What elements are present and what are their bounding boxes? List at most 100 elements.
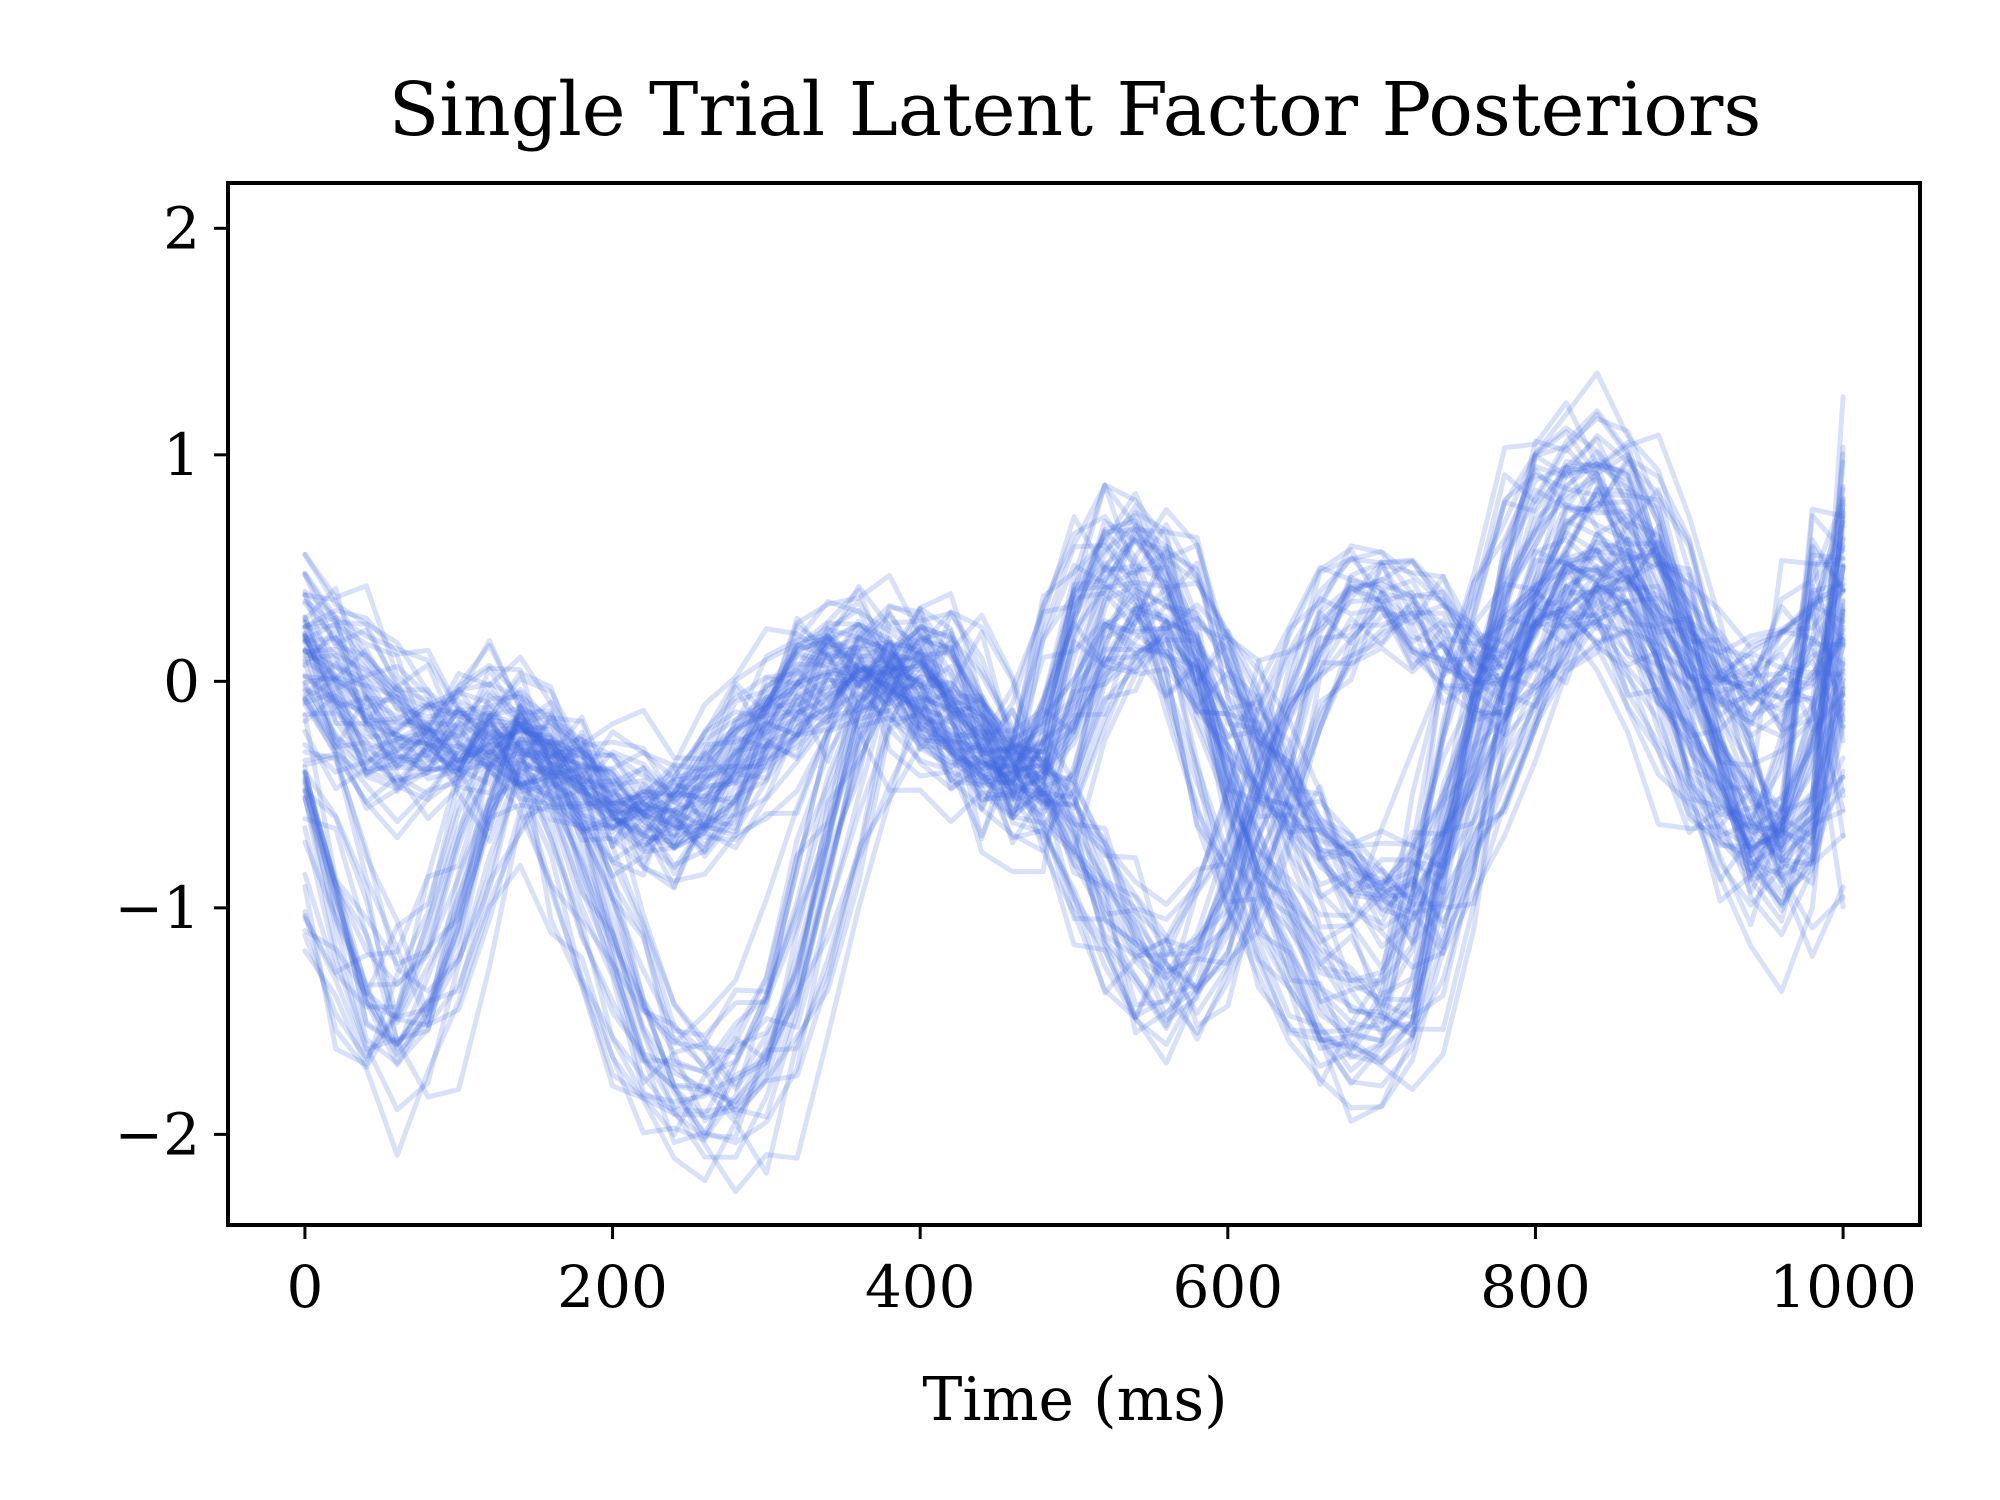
trial-trace-line [302, 581, 1846, 927]
trial-trace-line [302, 433, 1846, 1114]
trial-trace-line [302, 574, 1846, 1047]
trial-trace-line [302, 408, 1846, 1140]
y-tick-label: −2 [115, 1100, 201, 1168]
trial-trace-line [302, 459, 1846, 1120]
trial-trace-line [302, 445, 1846, 1104]
trial-trace-line [302, 537, 1846, 981]
trial-traces [302, 370, 1846, 1195]
trial-trace-line [302, 584, 1846, 905]
trial-trace-line [302, 432, 1846, 1056]
trial-trace-line [302, 496, 1846, 1116]
trial-trace-line [302, 547, 1846, 990]
trial-trace-line [302, 563, 1846, 1184]
trial-trace-line [302, 486, 1846, 849]
trial-trace-line [302, 370, 1846, 1105]
trial-trace-line [302, 500, 1846, 907]
trial-trace-line [302, 572, 1846, 931]
trial-trace-line [302, 541, 1846, 950]
trial-trace-line [302, 539, 1846, 957]
trial-trace-line [302, 455, 1846, 1091]
trial-trace-line [302, 583, 1846, 926]
trial-trace-line [302, 520, 1846, 1042]
trial-trace-line [302, 518, 1846, 975]
trial-trace-line [302, 483, 1846, 1066]
trial-trace-line [302, 555, 1846, 980]
trial-trace-line [302, 537, 1846, 899]
trial-trace-line [302, 470, 1846, 991]
trial-trace-line [302, 583, 1846, 995]
trial-trace-line [302, 524, 1846, 902]
trial-trace-line [302, 472, 1846, 1138]
x-tick-label: 1000 [1769, 1253, 1917, 1321]
trial-trace-line [302, 436, 1846, 1038]
trial-trace-line [302, 548, 1846, 922]
trial-trace-line [302, 394, 1846, 1111]
trial-trace-line [302, 547, 1846, 998]
trial-trace-line [302, 595, 1846, 1008]
plot-area-frame [226, 181, 1922, 1227]
trial-trace-line [302, 547, 1846, 871]
trial-trace-line [302, 535, 1846, 1024]
trial-trace-line [302, 502, 1846, 1020]
trial-trace-line [302, 581, 1846, 957]
chart-title: Single Trial Latent Factor Posteriors [389, 67, 1762, 153]
trial-trace-line [302, 563, 1846, 902]
trial-trace-line [302, 429, 1846, 1046]
trial-trace-line [302, 563, 1846, 950]
x-tick-label: 400 [865, 1253, 976, 1321]
trial-trace-line [302, 452, 1846, 1136]
trial-trace-line [302, 574, 1846, 959]
trial-trace-line [302, 544, 1846, 897]
trial-trace-line [302, 536, 1846, 1021]
y-axis-ticks: 2 1 0 −1 −2 [115, 194, 228, 1168]
trial-trace-line [302, 565, 1846, 917]
trial-trace-line [302, 416, 1846, 1069]
trial-trace-line [302, 487, 1846, 1195]
trial-trace-line [302, 609, 1846, 907]
trial-trace-line [302, 463, 1846, 1075]
trial-trace-line [302, 491, 1846, 1088]
trial-trace-line [302, 590, 1846, 971]
trial-trace-line [302, 400, 1846, 1141]
trial-trace-line [302, 599, 1846, 936]
y-tick-label: 1 [163, 421, 200, 489]
trial-trace-line [302, 497, 1846, 996]
x-tick-label: 0 [286, 1253, 323, 1321]
x-axis-ticks: 0 200 400 600 800 1000 [286, 1225, 1917, 1321]
trial-trace-line [302, 561, 1846, 1019]
trial-trace-line [302, 498, 1846, 1029]
trial-trace-line [302, 566, 1846, 944]
trial-trace-line [302, 462, 1846, 1121]
trial-trace-line [302, 425, 1846, 1143]
trial-trace-line [302, 459, 1846, 1124]
trial-trace-line [302, 553, 1846, 946]
trial-trace-line [302, 516, 1846, 922]
trial-trace-line [302, 560, 1846, 994]
trial-trace-line [302, 552, 1846, 894]
trial-trace-line [302, 567, 1846, 909]
trial-trace-line [302, 581, 1846, 896]
trial-trace-line [302, 519, 1846, 888]
trial-trace-line [302, 457, 1846, 1109]
trial-trace-line [302, 460, 1846, 1160]
y-tick-label: −1 [115, 874, 201, 942]
trial-trace-line [302, 531, 1846, 1036]
x-tick-label: 200 [557, 1253, 668, 1321]
trial-trace-line [302, 620, 1846, 929]
trial-trace-line [302, 556, 1846, 919]
trial-trace-line [302, 449, 1846, 1056]
trial-trace-line [302, 472, 1846, 1146]
trial-trace-line [302, 476, 1846, 1073]
x-axis-label: Time (ms) [922, 1365, 1227, 1435]
trial-trace-line [302, 545, 1846, 1021]
trial-trace-line [302, 628, 1846, 970]
y-tick-label: 0 [163, 647, 200, 715]
trial-trace-line [302, 411, 1846, 1125]
trial-trace-line [302, 537, 1846, 1036]
trial-trace-line [302, 467, 1846, 1118]
trial-trace-line [302, 485, 1846, 957]
trial-trace-line [302, 486, 1846, 1031]
x-tick-label: 600 [1172, 1253, 1283, 1321]
trial-trace-line [302, 461, 1846, 1096]
